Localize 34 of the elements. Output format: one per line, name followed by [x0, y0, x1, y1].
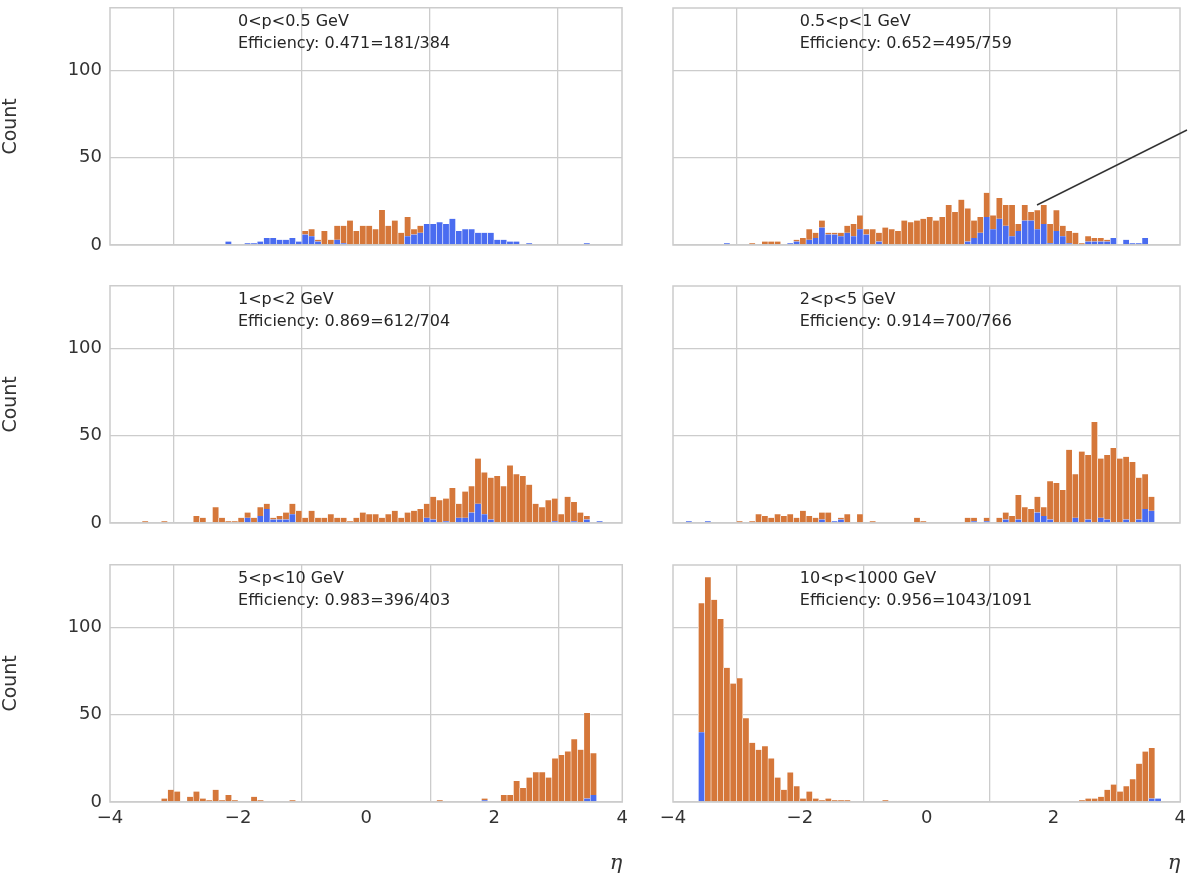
- x-tick-label: −2: [786, 806, 814, 828]
- x-tick-label: 0: [920, 806, 933, 828]
- x-tick-label: −4: [659, 806, 687, 828]
- x-tick-label: 4: [1174, 806, 1186, 828]
- annotation: Efficiency: 0.914=700/766: [799, 311, 1012, 330]
- x-tick-label: 2: [1047, 806, 1060, 828]
- annotation: Efficiency: 0.471=181/384: [238, 32, 451, 52]
- annotation: Efficiency: 0.956=1043/1091: [799, 590, 1033, 609]
- x-tick-label: −2: [224, 806, 252, 828]
- annotation: 2<p<5 GeV: [799, 289, 896, 308]
- annotation: 10<p<1000 GeV: [799, 568, 937, 587]
- x-tick-label: 2: [488, 806, 500, 828]
- annotation: Efficiency: 0.983=396/403: [238, 589, 451, 609]
- y-tick-label: 100: [67, 336, 102, 358]
- x-axis-title: η: [609, 849, 623, 874]
- annotation: 5<p<10 GeV: [238, 567, 344, 587]
- x-tick-label: 4: [616, 806, 628, 828]
- annotation: Efficiency: 0.869=612/704: [238, 310, 451, 330]
- annotation: 0<p<0.5 GeV: [238, 10, 349, 30]
- y-axis-title: Count: [0, 376, 21, 433]
- y-tick-label: 100: [67, 58, 102, 80]
- y-tick-label: 50: [79, 145, 102, 167]
- y-tick-label: 0: [90, 232, 102, 254]
- y-tick-label: 0: [90, 510, 102, 532]
- y-tick-label: 100: [67, 615, 102, 637]
- annotation: 1<p<2 GeV: [238, 288, 334, 308]
- x-tick-label: 0: [360, 806, 372, 828]
- y-axis-title: Count: [0, 98, 21, 155]
- y-tick-label: 50: [79, 423, 102, 445]
- y-tick-label: 50: [79, 702, 102, 724]
- annotation: 0.5<p<1 GeV: [799, 11, 911, 30]
- x-axis-title: η: [1167, 849, 1181, 874]
- annotation: Efficiency: 0.652=495/759: [799, 33, 1012, 52]
- y-axis-title: Count: [0, 655, 21, 712]
